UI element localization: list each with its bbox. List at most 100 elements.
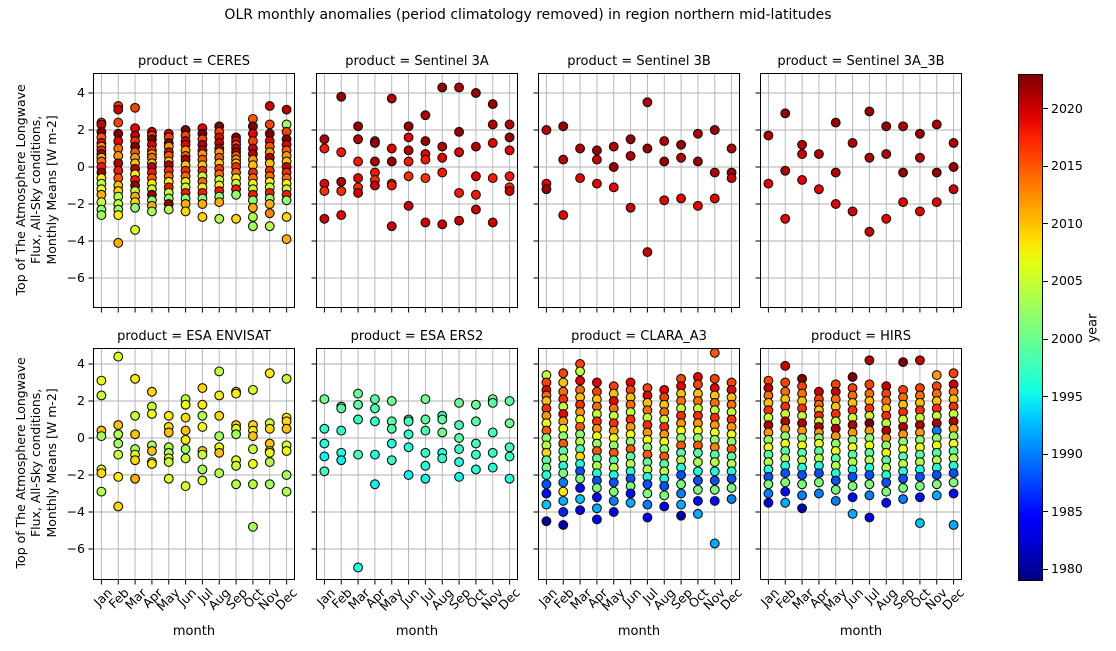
y-tick-label: 0 [77, 430, 85, 446]
data-point [914, 355, 925, 366]
data-point [709, 125, 720, 135]
colorbar-tick-mark [1043, 108, 1048, 110]
data-point [281, 470, 292, 480]
data-point [353, 399, 364, 410]
data-point [881, 121, 892, 132]
x-axis-label: month [839, 624, 883, 639]
facet-panel-ceres [88, 73, 295, 313]
data-point [197, 475, 208, 486]
data-point [420, 110, 431, 121]
data-point [96, 468, 107, 479]
data-point [541, 470, 552, 480]
colorbar-tick-label: 2015 [1051, 158, 1083, 174]
data-point [709, 495, 720, 506]
data-point [180, 412, 191, 423]
data-point [692, 484, 703, 495]
data-point [420, 414, 431, 425]
data-point [113, 237, 124, 248]
panel-border [760, 348, 962, 580]
data-point [881, 213, 892, 224]
data-point [454, 82, 465, 93]
data-point [608, 495, 619, 506]
data-point [914, 206, 925, 217]
data-point [386, 93, 397, 104]
colorbar-gradient [1018, 74, 1043, 581]
data-point [454, 397, 465, 408]
data-point [847, 372, 858, 382]
data-point [281, 486, 292, 497]
data-point [709, 347, 720, 358]
data-point [264, 221, 275, 232]
data-point [625, 150, 636, 161]
data-point [281, 423, 292, 434]
data-point [113, 117, 124, 128]
data-point [180, 444, 191, 455]
data-point [726, 483, 737, 493]
data-point [948, 477, 959, 488]
data-point [931, 479, 942, 490]
data-point [608, 507, 619, 517]
data-point [470, 438, 481, 449]
data-point [692, 447, 703, 458]
data-point [881, 149, 892, 160]
data-point [558, 121, 569, 132]
data-point [813, 477, 824, 488]
data-point [214, 390, 225, 401]
data-point [864, 512, 875, 523]
data-point [403, 442, 414, 453]
data-point [780, 213, 791, 224]
facet-title: product = Sentinel 3A_3B [777, 54, 945, 69]
panel-border [316, 348, 518, 580]
data-point [780, 360, 791, 371]
data-point [454, 471, 465, 482]
data-point [676, 510, 687, 521]
data-point [247, 431, 258, 442]
data-point [454, 457, 465, 468]
data-point [197, 383, 208, 393]
data-point [420, 217, 431, 228]
data-point [780, 108, 791, 119]
data-point [487, 427, 498, 438]
data-point [709, 193, 720, 204]
y-tick-label: 2 [77, 393, 85, 409]
facet-title: product = Sentinel 3B [567, 54, 711, 69]
panel-border [760, 73, 962, 308]
data-point [931, 119, 942, 130]
data-point [113, 438, 124, 449]
data-point [197, 449, 208, 460]
data-point [676, 139, 687, 150]
data-point [797, 470, 808, 480]
data-point [931, 470, 942, 480]
colorbar-tick-label: 2005 [1051, 273, 1083, 289]
data-point [642, 488, 653, 499]
data-point [830, 475, 841, 486]
data-point [369, 180, 380, 191]
data-point [336, 186, 347, 197]
data-point [659, 490, 670, 501]
data-point [319, 438, 330, 449]
data-point [709, 466, 720, 477]
data-point [558, 468, 569, 479]
data-point [264, 447, 275, 458]
data-point [558, 495, 569, 506]
data-point [709, 373, 720, 384]
data-point [558, 507, 569, 517]
data-point [692, 379, 703, 390]
data-point [591, 483, 602, 493]
data-point [214, 366, 225, 377]
data-point [847, 137, 858, 148]
data-point [386, 143, 397, 154]
colorbar-tick-mark [1043, 223, 1048, 225]
colorbar-tick-label: 1995 [1051, 388, 1083, 404]
data-point [231, 189, 242, 200]
data-point [625, 134, 636, 145]
data-point [830, 167, 841, 178]
data-point [847, 492, 858, 503]
data-point [780, 497, 791, 508]
data-point [214, 213, 225, 224]
data-point [403, 145, 414, 156]
data-point [830, 495, 841, 506]
data-point [797, 139, 808, 150]
data-point [591, 154, 602, 165]
data-point [369, 403, 380, 414]
